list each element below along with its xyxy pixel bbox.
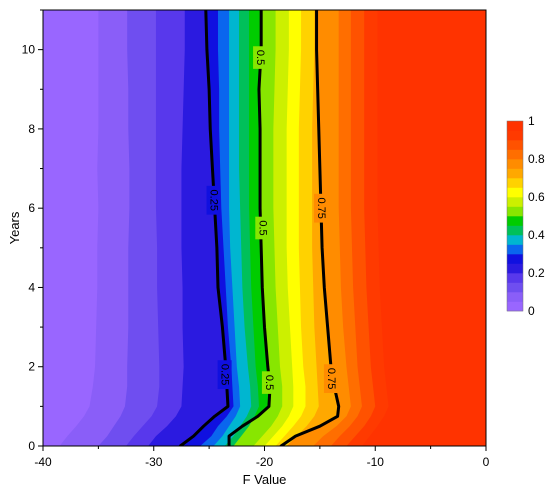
colorbar-swatch bbox=[507, 216, 523, 226]
contour-label-bg bbox=[253, 46, 268, 69]
colorbar-tick-label: 0 bbox=[528, 304, 535, 318]
colorbar-swatch bbox=[507, 197, 523, 207]
colorbar-swatch bbox=[507, 263, 523, 274]
colorbar-legend: 0 0.2 0.4 0.6 0.8 1 bbox=[506, 114, 545, 318]
contour-labels: 0.25 0.25 0.5 0.5 0.5 0.75 0.75 bbox=[206, 46, 338, 394]
colorbar-swatch bbox=[507, 130, 523, 141]
colorbar-swatch bbox=[507, 254, 523, 264]
colorbar-swatch bbox=[507, 121, 523, 131]
contour-label: 0.5 bbox=[263, 375, 275, 390]
colorbar-swatch bbox=[507, 168, 523, 179]
x-axis-title: F Value bbox=[243, 472, 287, 487]
colorbar-frame bbox=[506, 120, 524, 312]
y-tick-label: 8 bbox=[28, 122, 35, 136]
contour-label: 0.5 bbox=[256, 220, 268, 235]
colorbar-tick-label: 0.8 bbox=[528, 152, 545, 166]
contour-label-bg bbox=[255, 216, 270, 240]
y-axis: 0 2 4 6 8 10 Years bbox=[7, 9, 43, 453]
colorbar-tick-label: 0.2 bbox=[528, 266, 545, 280]
x-tick-label: -10 bbox=[367, 455, 385, 469]
contour-label-bg bbox=[206, 185, 221, 215]
contour-line-0.75 bbox=[279, 10, 341, 446]
colorbar-swatch bbox=[507, 235, 523, 245]
colorbar-swatch bbox=[507, 178, 523, 188]
colorbar-tick-label: 0.6 bbox=[528, 190, 545, 204]
x-axis: -40 -30 -20 -10 0 F Value bbox=[34, 446, 490, 487]
colorbar-swatch bbox=[507, 140, 523, 150]
colorbar-swatch bbox=[507, 282, 523, 293]
contour-lines bbox=[178, 10, 341, 446]
colorbar-swatch bbox=[507, 301, 523, 312]
contour-line-0.25 bbox=[178, 10, 230, 446]
colorbar-swatch bbox=[507, 273, 523, 283]
colorbar-swatch bbox=[507, 244, 523, 255]
colorbar-swatch bbox=[507, 187, 523, 198]
colorbar-tick-label: 1 bbox=[528, 114, 535, 128]
colorbar-swatch bbox=[507, 292, 523, 302]
contour-label-bg bbox=[261, 371, 276, 394]
contour-label: 0.75 bbox=[315, 197, 327, 218]
y-tick-label: 4 bbox=[28, 280, 35, 294]
contour-label: 0.75 bbox=[325, 368, 337, 389]
colorbar-swatch bbox=[507, 206, 523, 217]
y-tick-label: 0 bbox=[28, 439, 35, 453]
colorbar-swatch bbox=[507, 149, 523, 160]
y-tick-label: 10 bbox=[22, 43, 36, 57]
y-axis-title: Years bbox=[7, 211, 22, 244]
x-tick-label: 0 bbox=[483, 455, 490, 469]
x-tick-label: -30 bbox=[145, 455, 163, 469]
contour-label: 0.5 bbox=[254, 50, 266, 65]
contour-label: 0.25 bbox=[208, 190, 220, 211]
x-tick-label: -40 bbox=[34, 455, 52, 469]
x-tick-label: -20 bbox=[256, 455, 274, 469]
contour-label: 0.25 bbox=[219, 364, 231, 385]
y-tick-label: 2 bbox=[28, 360, 35, 374]
contour-line-0.5 bbox=[227, 10, 272, 446]
contour-label-bg bbox=[217, 360, 232, 390]
contour-label-bg bbox=[313, 193, 328, 223]
contour-band-0.05 bbox=[43, 10, 99, 446]
colorbar-swatch bbox=[507, 225, 523, 236]
contour-label-bg bbox=[323, 364, 338, 394]
colorbar-swatch bbox=[507, 159, 523, 169]
plot-area: 0.25 0.25 0.5 0.5 0.5 0.75 0.75 bbox=[42, 9, 487, 447]
colorbar-tick-label: 0.4 bbox=[528, 228, 545, 242]
y-tick-label: 6 bbox=[28, 201, 35, 215]
